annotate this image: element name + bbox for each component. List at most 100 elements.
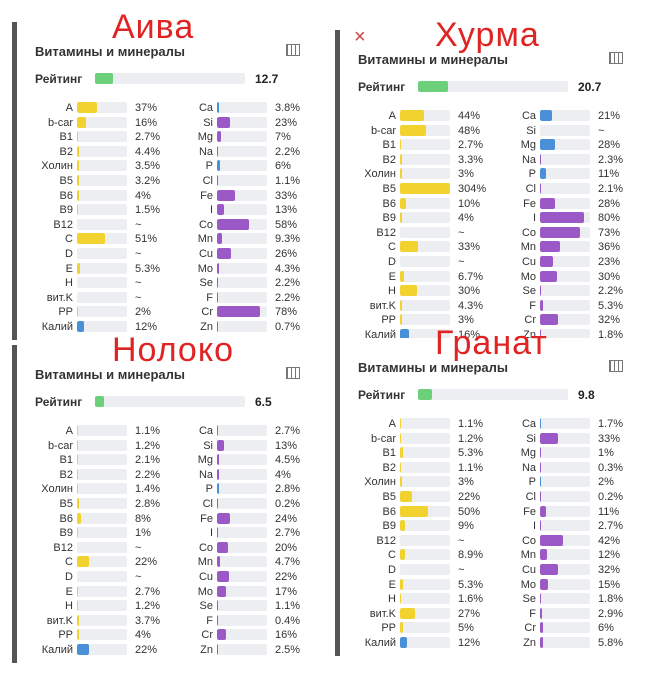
nutrient-name: Fe [200, 512, 213, 525]
panel: Витамины и минералы Рейтинг 9.8 A 1.1% b-car 1… [335, 324, 635, 656]
panel: Витамины и минералы × Рейтинг 20.7 A 44% b-car… [335, 16, 635, 348]
nutrient-bar [77, 556, 90, 568]
nutrient-name: Холин [41, 160, 73, 173]
nutrient-value: 24% [275, 512, 298, 525]
nutrient-name: Cu [198, 248, 213, 260]
nutrient-name: A [65, 102, 73, 114]
nutrient-value: 16% [135, 116, 158, 129]
nutrient-bar [540, 520, 542, 532]
nutrient-name: Cu [521, 256, 536, 268]
nutrient-bar [77, 468, 79, 480]
nutrient-value: 2.3% [598, 153, 624, 166]
nutrient-track [540, 212, 590, 224]
nutrient-track [540, 241, 590, 253]
nutrient-value: 32% [598, 314, 621, 327]
nutrient-track [540, 432, 590, 444]
nutrient-bar [217, 468, 220, 480]
panel-header: Витамины и минералы [35, 367, 185, 382]
nutrient-track [400, 418, 450, 429]
nutrient-bar [400, 520, 405, 532]
nutrient-value: ~ [598, 124, 605, 137]
nutrient-name: B2 [59, 145, 73, 158]
nutrient-value: 78% [275, 306, 298, 319]
nutrient-bar [400, 491, 413, 502]
nutrient-value: 1.8% [598, 593, 624, 606]
nutrient-track [217, 204, 267, 216]
nutrient-name: Cr [524, 314, 536, 327]
nutrient-bar [217, 512, 231, 524]
nutrient-bar [77, 175, 79, 186]
nutrient-name: B12 [376, 226, 396, 239]
nutrient-bar [400, 622, 403, 634]
nutrient-value: 2.5% [275, 644, 301, 656]
nutrient-value: 33% [458, 241, 481, 254]
nutrient-track [217, 527, 267, 539]
nutrient-track [77, 277, 127, 289]
nutrient-value: 42% [598, 534, 621, 547]
nutrient-value: 1.2% [458, 432, 484, 445]
nutrient-name: F [529, 607, 536, 620]
nutrient-value: 12% [598, 549, 621, 562]
rating-value: 20.7 [578, 80, 602, 94]
nutrient-bar [217, 629, 226, 641]
nutrient-track [77, 556, 127, 568]
nutrient-bar [217, 571, 230, 582]
nutrient-value: 10% [458, 197, 481, 210]
nutrient-value: 28% [598, 197, 621, 210]
nutrient-value: 2.8% [135, 498, 161, 510]
nutrient-track [217, 571, 267, 582]
nutrient-track [540, 534, 590, 546]
nutrient-track [400, 534, 450, 546]
nutrient-track [540, 418, 590, 429]
nutrient-bar [77, 600, 78, 612]
nutrient-name: Na [198, 468, 213, 481]
nutrient-track [400, 491, 450, 502]
nutrient-value: 2.7% [135, 585, 161, 598]
nutrient-value: 5.3% [458, 578, 484, 591]
nutrient-bar [400, 549, 405, 561]
nutrient-track [400, 505, 450, 517]
nutrient-bar [77, 614, 80, 626]
nutrient-track [217, 262, 267, 274]
nutrient-track [77, 131, 127, 143]
nutrient-value: 1.5% [135, 204, 161, 217]
nutrient-name: B9 [382, 212, 396, 225]
nutrient-bar [540, 593, 541, 605]
nutrient-bar [77, 644, 90, 655]
nutrient-name: Co [198, 218, 213, 231]
nutrient-bar [77, 512, 82, 524]
nutrient-name: b-car [47, 439, 73, 452]
nutrient-track [217, 291, 267, 303]
nutrient-bar [400, 139, 402, 151]
nutrient-bar [540, 183, 542, 194]
nutrient-name: B1 [382, 447, 396, 460]
nutrient-bar [217, 556, 220, 568]
nutrient-name: Zn [200, 644, 213, 656]
nutrient-name: Mo [520, 578, 536, 591]
nutrient-bar [540, 432, 559, 444]
nutrient-name: b-car [370, 432, 396, 445]
nutrient-bar [77, 306, 79, 318]
nutrient-name: Cr [201, 306, 213, 319]
nutrient-track [217, 585, 267, 597]
nutrient-bar [77, 454, 79, 466]
nutrient-value: 22% [458, 491, 481, 503]
nutrient-bar [540, 153, 542, 165]
panel-header: Витамины и минералы [35, 44, 185, 59]
nutrient-track [540, 256, 590, 267]
nutrient-value: 1.1% [135, 425, 161, 437]
nutrient-value: 2.2% [598, 285, 624, 298]
nutrient-value: 1% [135, 527, 151, 540]
nutrient-track [217, 145, 267, 157]
nutrient-track [540, 329, 590, 340]
nutrient-value: 3% [458, 476, 474, 489]
nutrient-track [77, 233, 127, 245]
nutrient-track [217, 541, 267, 553]
nutrient-value: 32% [598, 564, 621, 576]
nutrient-value: 9.3% [275, 233, 301, 246]
nutrient-name: B1 [382, 139, 396, 152]
nutrient-track [400, 314, 450, 326]
nutrient-value: 11% [598, 168, 620, 181]
nutrient-name: PP [381, 622, 396, 635]
nutrient-track [540, 622, 590, 634]
